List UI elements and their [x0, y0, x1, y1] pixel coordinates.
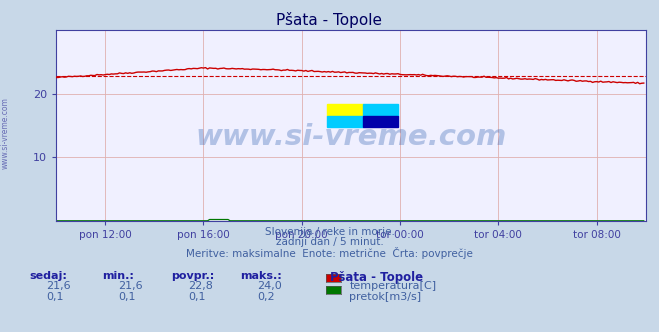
Text: pretok[m3/s]: pretok[m3/s]: [349, 292, 421, 302]
Text: Pšata - Topole: Pšata - Topole: [277, 12, 382, 28]
Text: 21,6: 21,6: [46, 281, 71, 290]
Text: 24,0: 24,0: [257, 281, 282, 290]
Text: 21,6: 21,6: [119, 281, 143, 290]
Text: Slovenija / reke in morje.: Slovenija / reke in morje.: [264, 227, 395, 237]
Text: temperatura[C]: temperatura[C]: [349, 281, 436, 290]
Text: 0,1: 0,1: [119, 292, 136, 302]
Bar: [328, 116, 362, 127]
Text: 22,8: 22,8: [188, 281, 213, 290]
Bar: [362, 116, 398, 127]
Text: zadnji dan / 5 minut.: zadnji dan / 5 minut.: [275, 237, 384, 247]
Bar: [362, 104, 398, 116]
Text: povpr.:: povpr.:: [171, 271, 215, 281]
Text: Pšata - Topole: Pšata - Topole: [330, 271, 422, 284]
Text: 0,1: 0,1: [188, 292, 206, 302]
Text: sedaj:: sedaj:: [30, 271, 67, 281]
Text: maks.:: maks.:: [241, 271, 282, 281]
Text: 0,1: 0,1: [46, 292, 64, 302]
Text: 0,2: 0,2: [257, 292, 275, 302]
Text: www.si-vreme.com: www.si-vreme.com: [1, 97, 10, 169]
Text: www.si-vreme.com: www.si-vreme.com: [195, 123, 507, 151]
Text: Meritve: maksimalne  Enote: metrične  Črta: povprečje: Meritve: maksimalne Enote: metrične Črta…: [186, 247, 473, 259]
Text: min.:: min.:: [102, 271, 134, 281]
Bar: [328, 104, 362, 116]
